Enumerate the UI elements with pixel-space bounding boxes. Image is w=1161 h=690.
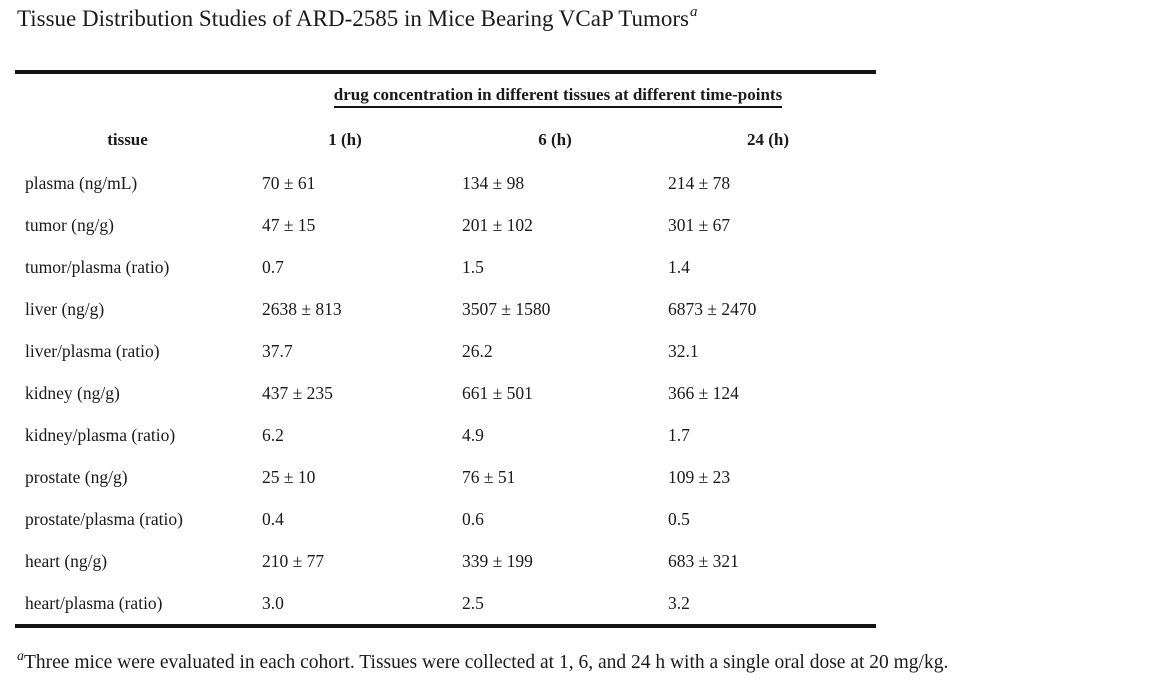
- spanning-header-row: drug concentration in different tissues …: [15, 72, 876, 118]
- table-row: heart (ng/g) 210 ± 77 339 ± 199 683 ± 32…: [15, 540, 876, 582]
- tissue-label-cell: liver (ng/g): [25, 298, 105, 319]
- tissue-label-cell: liver/plasma (ratio): [25, 340, 160, 361]
- value-cell: 1.4: [668, 256, 690, 277]
- tissue-label-cell: prostate (ng/g): [25, 466, 128, 487]
- value-cell: 2638 ± 813: [262, 298, 342, 319]
- value-cell: 339 ± 199: [462, 550, 533, 571]
- value-cell: 25 ± 10: [262, 466, 316, 487]
- value-cell: 4.9: [462, 424, 484, 445]
- tissue-label-cell: heart/plasma (ratio): [25, 592, 163, 613]
- table-row: plasma (ng/mL) 70 ± 61 134 ± 98 214 ± 78: [15, 162, 876, 204]
- column-header-24h: 24 (h): [746, 130, 790, 149]
- tissue-label-cell: prostate/plasma (ratio): [25, 508, 183, 529]
- value-cell: 3.0: [262, 592, 284, 613]
- table-title-text: Tissue Distribution Studies of ARD-2585 …: [17, 6, 689, 31]
- footnote-text: Three mice were evaluated in each cohort…: [24, 652, 949, 673]
- value-cell: 1.5: [462, 256, 484, 277]
- table-row: kidney/plasma (ratio) 6.2 4.9 1.7: [15, 414, 876, 456]
- value-cell: 32.1: [668, 340, 699, 361]
- value-cell: 0.5: [668, 508, 690, 529]
- spanning-header-spacer: [15, 72, 240, 118]
- tissue-label-cell: kidney/plasma (ratio): [25, 424, 176, 445]
- value-cell: 3507 ± 1580: [462, 298, 551, 319]
- spanning-header-label: drug concentration in different tissues …: [333, 85, 783, 108]
- tissue-label-cell: plasma (ng/mL): [25, 172, 138, 193]
- table-row: liver (ng/g) 2638 ± 813 3507 ± 1580 6873…: [15, 288, 876, 330]
- value-cell: 6873 ± 2470: [668, 298, 757, 319]
- value-cell: 201 ± 102: [462, 214, 533, 235]
- value-cell: 26.2: [462, 340, 493, 361]
- value-cell: 76 ± 51: [462, 466, 516, 487]
- value-cell: 37.7: [262, 340, 293, 361]
- value-cell: 301 ± 67: [668, 214, 731, 235]
- value-cell: 661 ± 501: [462, 382, 533, 403]
- table-row: kidney (ng/g) 437 ± 235 661 ± 501 366 ± …: [15, 372, 876, 414]
- spanning-header-cell: drug concentration in different tissues …: [240, 72, 876, 118]
- value-cell: 134 ± 98: [462, 172, 525, 193]
- column-header-row: tissue 1 (h) 6 (h) 24 (h): [15, 118, 876, 162]
- column-header-6h: 6 (h): [538, 130, 572, 149]
- value-cell: 437 ± 235: [262, 382, 333, 403]
- value-cell: 70 ± 61: [262, 172, 316, 193]
- page-title: Tissue Distribution Studies of ARD-2585 …: [17, 4, 698, 32]
- value-cell: 0.7: [262, 256, 284, 277]
- tissue-distribution-table: drug concentration in different tissues …: [15, 70, 877, 628]
- table-row: tumor (ng/g) 47 ± 15 201 ± 102 301 ± 67: [15, 204, 876, 246]
- value-cell: 210 ± 77: [262, 550, 325, 571]
- value-cell: 6.2: [262, 424, 284, 445]
- column-header-1h: 1 (h): [328, 130, 362, 149]
- tissue-label-cell: heart (ng/g): [25, 550, 108, 571]
- tissue-label-cell: tumor (ng/g): [25, 214, 114, 235]
- tissue-label-cell: tumor/plasma (ratio): [25, 256, 170, 277]
- value-cell: 3.2: [668, 592, 690, 613]
- value-cell: 214 ± 78: [668, 172, 731, 193]
- table-footnote: aThree mice were evaluated in each cohor…: [17, 649, 1147, 678]
- title-footnote-marker: a: [689, 4, 698, 20]
- table-row: prostate (ng/g) 25 ± 10 76 ± 51 109 ± 23: [15, 456, 876, 498]
- value-cell: 683 ± 321: [668, 550, 739, 571]
- table-row: liver/plasma (ratio) 37.7 26.2 32.1: [15, 330, 876, 372]
- value-cell: 2.5: [462, 592, 484, 613]
- table-row: heart/plasma (ratio) 3.0 2.5 3.2: [15, 582, 876, 626]
- value-cell: 366 ± 124: [668, 382, 739, 403]
- tissue-label-cell: kidney (ng/g): [25, 382, 120, 403]
- footnote-marker: a: [17, 649, 24, 664]
- value-cell: 1.7: [668, 424, 690, 445]
- column-header-tissue: tissue: [107, 130, 148, 149]
- value-cell: 0.6: [462, 508, 484, 529]
- value-cell: 109 ± 23: [668, 466, 731, 487]
- table-row: prostate/plasma (ratio) 0.4 0.6 0.5: [15, 498, 876, 540]
- table-row: tumor/plasma (ratio) 0.7 1.5 1.4: [15, 246, 876, 288]
- value-cell: 0.4: [262, 508, 284, 529]
- value-cell: 47 ± 15: [262, 214, 316, 235]
